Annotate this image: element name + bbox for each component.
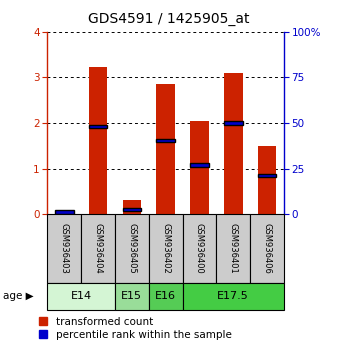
Bar [258,146,276,214]
FancyBboxPatch shape [258,173,276,177]
FancyBboxPatch shape [89,125,107,129]
Bar [216,214,250,283]
Bar [89,67,107,214]
FancyBboxPatch shape [55,210,74,214]
Legend: transformed count, percentile rank within the sample: transformed count, percentile rank withi… [39,317,232,340]
FancyBboxPatch shape [190,163,209,167]
Bar [115,214,149,283]
Text: E17.5: E17.5 [217,291,249,302]
Bar [81,214,115,283]
Bar [115,283,149,310]
Text: age ▶: age ▶ [3,291,34,302]
Bar [47,283,115,310]
Text: GDS4591 / 1425905_at: GDS4591 / 1425905_at [88,12,250,27]
Bar [224,73,243,214]
FancyBboxPatch shape [156,138,175,142]
Text: E15: E15 [121,291,142,302]
Text: GSM936401: GSM936401 [229,223,238,274]
Bar [149,283,183,310]
Text: GSM936405: GSM936405 [127,223,136,274]
Text: GSM936406: GSM936406 [263,223,271,274]
Text: GSM936404: GSM936404 [94,223,102,274]
Bar [190,121,209,214]
Text: GSM936403: GSM936403 [60,223,69,274]
Text: GSM936400: GSM936400 [195,223,204,274]
Bar [55,212,74,214]
Text: GSM936402: GSM936402 [161,223,170,274]
Text: E14: E14 [71,291,92,302]
Bar [156,84,175,214]
FancyBboxPatch shape [123,208,141,211]
Bar [183,214,216,283]
FancyBboxPatch shape [224,121,243,125]
Text: E16: E16 [155,291,176,302]
Bar [149,214,183,283]
Bar [123,200,141,214]
Bar [47,214,81,283]
Bar [183,283,284,310]
Bar [250,214,284,283]
